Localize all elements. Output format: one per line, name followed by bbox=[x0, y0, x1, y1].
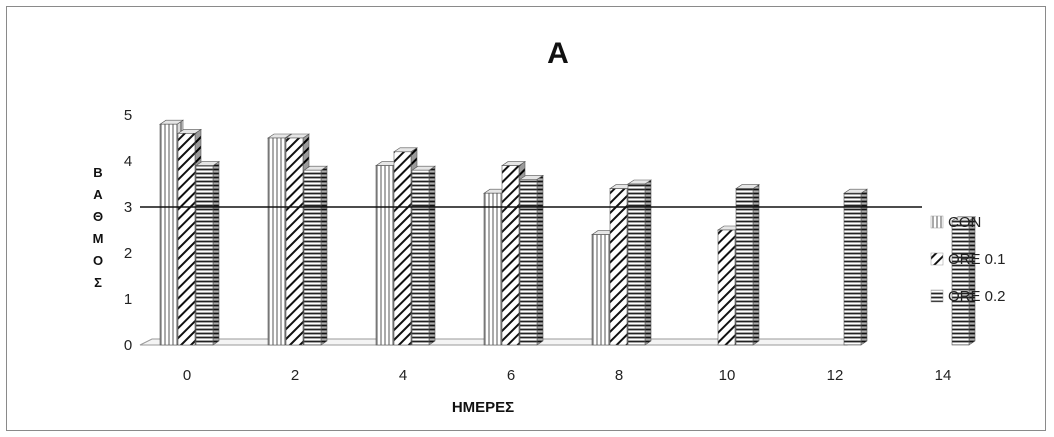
bar bbox=[411, 165, 436, 346]
y-label-char: Σ bbox=[94, 275, 102, 290]
legend: CON ORE 0.1 ORE 0.2 bbox=[930, 214, 1006, 305]
x-tick-label: 14 bbox=[935, 367, 952, 384]
legend-label: CON bbox=[948, 214, 981, 231]
y-label-char: Θ bbox=[93, 209, 103, 224]
x-axis-ticks: 0 2 4 6 8 10 12 14 bbox=[183, 367, 952, 384]
y-tick-label: 5 bbox=[124, 107, 132, 124]
y-tick-label: 4 bbox=[124, 153, 132, 170]
y-tick-label: 2 bbox=[124, 245, 132, 262]
x-tick-label: 0 bbox=[183, 367, 191, 384]
chart-title: A bbox=[547, 37, 569, 70]
bar bbox=[951, 216, 976, 346]
y-label-char: Α bbox=[93, 187, 103, 202]
legend-swatch bbox=[930, 215, 944, 229]
y-axis-ticks: 0 1 2 3 4 5 bbox=[124, 107, 132, 354]
bar bbox=[843, 188, 868, 346]
y-tick-label: 3 bbox=[124, 199, 132, 216]
bar bbox=[519, 174, 544, 346]
bar bbox=[195, 161, 220, 346]
bar bbox=[627, 179, 652, 346]
x-tick-label: 2 bbox=[291, 367, 299, 384]
x-axis-label: ΗΜΕΡΕΣ bbox=[452, 399, 514, 416]
legend-swatch bbox=[930, 289, 944, 303]
y-label-char: Β bbox=[93, 165, 102, 180]
x-tick-label: 6 bbox=[507, 367, 515, 384]
legend-label: ORE 0.1 bbox=[948, 251, 1006, 268]
x-tick-label: 12 bbox=[827, 367, 844, 384]
y-label-char: Ο bbox=[93, 253, 103, 268]
legend-label: ORE 0.2 bbox=[948, 288, 1006, 305]
x-tick-label: 4 bbox=[399, 367, 407, 384]
x-tick-label: 10 bbox=[719, 367, 736, 384]
bar bbox=[303, 165, 328, 346]
y-tick-label: 0 bbox=[124, 337, 132, 354]
legend-swatch bbox=[930, 252, 944, 266]
bars bbox=[159, 119, 976, 346]
y-label-char: Μ bbox=[93, 231, 104, 246]
x-tick-label: 8 bbox=[615, 367, 623, 384]
bar bbox=[735, 184, 760, 346]
y-tick-label: 1 bbox=[124, 291, 132, 308]
